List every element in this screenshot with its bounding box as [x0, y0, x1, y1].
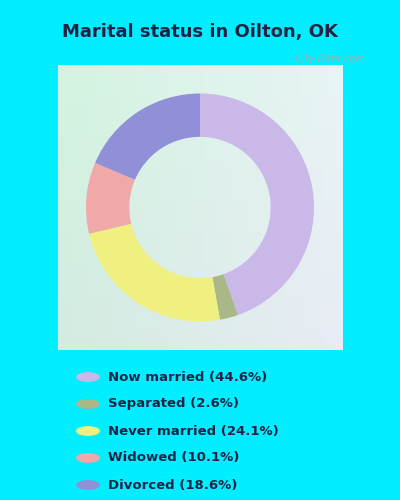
Circle shape: [77, 373, 99, 381]
Circle shape: [77, 400, 99, 408]
Wedge shape: [200, 94, 314, 315]
Wedge shape: [89, 224, 220, 322]
Text: City-Data.com: City-Data.com: [290, 54, 365, 64]
Text: Marital status in Oilton, OK: Marital status in Oilton, OK: [62, 24, 338, 42]
Text: Separated (2.6%): Separated (2.6%): [108, 398, 239, 410]
Text: Now married (44.6%): Now married (44.6%): [108, 370, 268, 384]
Wedge shape: [86, 163, 135, 234]
Circle shape: [77, 481, 99, 489]
Wedge shape: [212, 274, 238, 320]
Text: Never married (24.1%): Never married (24.1%): [108, 424, 279, 438]
Circle shape: [77, 454, 99, 462]
Text: Divorced (18.6%): Divorced (18.6%): [108, 478, 238, 492]
Text: Widowed (10.1%): Widowed (10.1%): [108, 452, 240, 464]
Wedge shape: [95, 94, 200, 180]
Circle shape: [77, 427, 99, 435]
